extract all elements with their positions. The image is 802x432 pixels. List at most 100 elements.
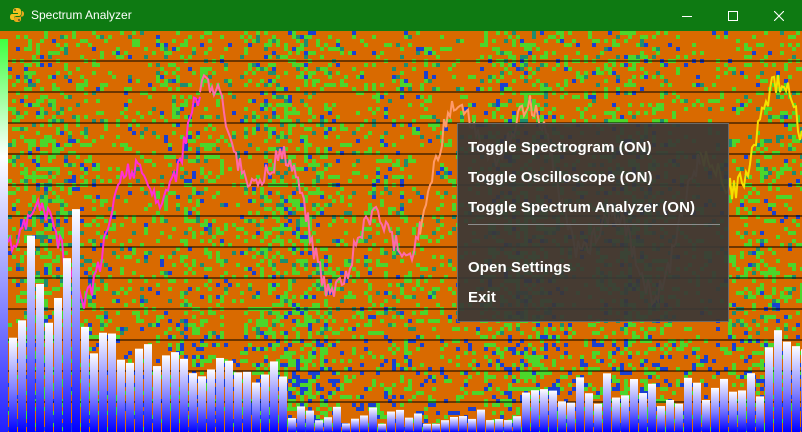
spectrogram-cell — [104, 119, 108, 123]
spectrogram-cell — [100, 315, 104, 319]
spectrogram-cell — [184, 311, 188, 315]
spectrogram-cell — [392, 383, 396, 387]
spectrogram-cell — [304, 243, 308, 247]
spectrogram-cell — [168, 235, 172, 239]
spectrogram-cell — [268, 71, 272, 75]
spectrogram-cell — [632, 331, 636, 335]
spectrogram-cell — [428, 375, 432, 379]
spectrogram-cell — [168, 347, 172, 351]
spectrogram-cell — [296, 247, 300, 251]
spectrogram-cell — [268, 103, 272, 107]
spectrogram-cell — [608, 47, 612, 51]
spectrogram-cell — [344, 127, 348, 131]
spectrogram-cell — [276, 339, 280, 343]
spectrogram-cell — [204, 343, 208, 347]
spectrogram-cell — [496, 351, 500, 355]
spectrogram-cell — [76, 67, 80, 71]
spectrogram-cell — [620, 31, 624, 35]
spectrogram-cell — [380, 143, 384, 147]
spectrogram-cell — [252, 219, 256, 223]
spectrogram-cell — [384, 251, 388, 255]
spectrogram-cell — [60, 227, 64, 231]
spectrogram-cell — [52, 115, 56, 119]
spectrogram-cell — [656, 47, 660, 51]
spectrogram-cell — [296, 323, 300, 327]
spectrogram-cell — [152, 219, 156, 223]
maximize-button[interactable] — [710, 0, 756, 31]
spectrogram-cell — [484, 119, 488, 123]
spectrogram-cell — [268, 55, 272, 59]
spectrogram-cell — [164, 195, 168, 199]
spectrogram-cell — [276, 303, 280, 307]
spectrogram-cell — [60, 35, 64, 39]
spectrogram-cell — [100, 111, 104, 115]
spectrogram-cell — [208, 335, 212, 339]
spectrogram-cell — [68, 151, 72, 155]
spectrogram-cell — [196, 191, 200, 195]
spectrogram-cell — [432, 379, 436, 383]
spectrogram-cell — [484, 43, 488, 47]
spectrogram-cell — [260, 67, 264, 71]
spectrogram-cell — [308, 107, 312, 111]
spectrogram-cell — [308, 387, 312, 391]
spectrogram-cell — [668, 339, 672, 343]
spectrogram-cell — [320, 267, 324, 271]
spectrogram-cell — [656, 107, 660, 111]
spectrogram-cell — [644, 55, 648, 59]
spectrogram-cell — [16, 115, 20, 119]
spectrogram-cell — [156, 43, 160, 47]
spectrogram-cell — [496, 403, 500, 407]
spectrogram-cell — [648, 103, 652, 107]
spectrogram-cell — [144, 47, 148, 51]
spectrogram-cell — [172, 71, 176, 75]
spectrogram-cell — [344, 259, 348, 263]
spectrogram-cell — [424, 115, 428, 119]
spectrogram-cell — [448, 47, 452, 51]
spectrogram-cell — [600, 339, 604, 343]
spectrogram-cell — [304, 235, 308, 239]
spectrogram-cell — [248, 63, 252, 67]
spectrogram-cell — [412, 287, 416, 291]
spectrogram-cell — [12, 191, 16, 195]
spectrogram-cell — [256, 291, 260, 295]
spectrogram-cell — [132, 231, 136, 235]
spectrogram-cell — [532, 355, 536, 359]
spectrogram-cell — [292, 303, 296, 307]
spectrogram-cell — [348, 179, 352, 183]
spectrogram-cell — [320, 123, 324, 127]
spectrogram-cell — [292, 319, 296, 323]
spectrogram-cell — [192, 187, 196, 191]
spectrogram-cell — [360, 403, 364, 407]
spectrogram-cell — [492, 403, 496, 407]
spectrogram-cell — [400, 211, 404, 215]
minimize-button[interactable] — [664, 0, 710, 31]
spectrogram-cell — [556, 63, 560, 67]
spectrogram-cell — [80, 175, 84, 179]
spectrogram-cell — [324, 359, 328, 363]
spectrogram-cell — [616, 387, 620, 391]
spectrogram-cell — [460, 395, 464, 399]
spectrogram-cell — [632, 75, 636, 79]
spectrogram-cell — [44, 175, 48, 179]
spectrogram-cell — [16, 155, 20, 159]
spectrogram-cell — [504, 51, 508, 55]
spectrogram-cell — [384, 175, 388, 179]
spectrogram-cell — [88, 323, 92, 327]
spectrogram-cell — [324, 415, 328, 419]
close-button[interactable] — [756, 0, 802, 31]
spectrogram-cell — [432, 387, 436, 391]
spectrogram-cell — [436, 207, 440, 211]
spectrogram-cell — [532, 71, 536, 75]
spectrogram-cell — [596, 359, 600, 363]
spectrogram-cell — [544, 367, 548, 371]
spectrogram-cell — [492, 63, 496, 67]
spectrogram-cell — [492, 343, 496, 347]
spectrogram-cell — [288, 403, 292, 407]
spectrogram-cell — [380, 135, 384, 139]
spectrogram-cell — [472, 351, 476, 355]
spectrogram-cell — [180, 259, 184, 263]
spectrogram-cell — [440, 35, 444, 39]
spectrogram-cell — [192, 171, 196, 175]
spectrogram-cell — [280, 55, 284, 59]
spectrogram-cell — [440, 163, 444, 167]
